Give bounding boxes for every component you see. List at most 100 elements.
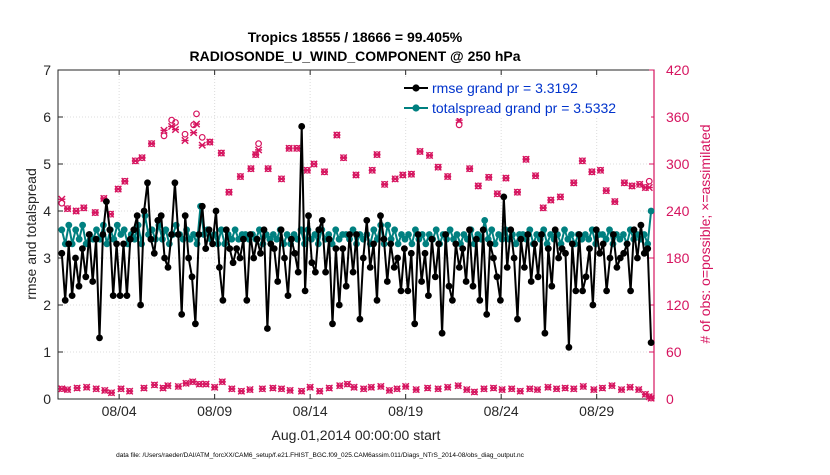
totalspread-point xyxy=(79,221,86,229)
rmse-point xyxy=(222,226,230,234)
obs-low-assimilated-marker xyxy=(182,379,190,388)
rmse-point xyxy=(603,287,610,295)
totalspread-point xyxy=(93,226,100,234)
rmse-point xyxy=(130,226,138,234)
x-tick-label: 08/04 xyxy=(102,403,137,419)
obs-low-assimilated-marker xyxy=(188,378,197,386)
left-tick-label: 7 xyxy=(43,62,51,78)
obs-low-assimilated-marker xyxy=(507,385,516,393)
obs-assimilated-marker xyxy=(80,204,88,212)
legend-box xyxy=(398,78,651,118)
rmse-point xyxy=(116,292,124,299)
rmse-point xyxy=(418,278,425,285)
obs-assimilated-marker xyxy=(285,144,293,153)
legend-rmse-marker xyxy=(412,84,420,92)
rmse-point xyxy=(623,240,631,248)
totalspread-point xyxy=(283,231,291,238)
rmse-point xyxy=(387,240,395,248)
obs-low-assimilated-marker xyxy=(617,385,626,394)
obs-assimilated-marker xyxy=(247,165,255,173)
chart-title-line2: RADIOSONDE_U_WIND_COMPONENT @ 250 hPa xyxy=(189,48,520,64)
rmse-point xyxy=(209,240,217,248)
rmse-point xyxy=(85,231,93,238)
rmse-point xyxy=(637,221,645,229)
obs-low-assimilated-marker xyxy=(73,384,81,392)
obs-low-assimilated-marker xyxy=(101,386,109,395)
rmse-point xyxy=(181,212,189,220)
right-tick-label: 60 xyxy=(666,344,682,360)
obs-possible-marker xyxy=(181,130,189,138)
rmse-point xyxy=(486,240,494,248)
rmse-point xyxy=(65,240,73,248)
obs-possible-marker xyxy=(198,133,206,141)
totalspread-point xyxy=(401,235,409,243)
rmse-point xyxy=(459,245,467,253)
rmse-point xyxy=(592,226,600,234)
rmse-point xyxy=(377,212,384,220)
obs-low-assimilated-marker xyxy=(359,385,368,393)
obs-assimilated-marker xyxy=(192,120,201,128)
right-tick-label: 360 xyxy=(666,109,690,125)
obs-assimilated-marker xyxy=(407,170,416,178)
totalspread-point xyxy=(460,231,468,238)
rmse-point xyxy=(284,292,292,299)
rmse-point xyxy=(229,259,237,267)
rmse-point xyxy=(568,240,576,248)
rmse-point xyxy=(103,198,110,206)
obs-assimilated-marker xyxy=(131,157,140,165)
obs-low-assimilated-marker xyxy=(246,385,254,394)
obs-low-assimilated-marker xyxy=(367,383,375,391)
obs-assimilated-marker xyxy=(602,186,610,195)
obs-assimilated-marker xyxy=(539,204,547,212)
rmse-point xyxy=(161,254,169,262)
rmse-point xyxy=(315,226,323,234)
rmse-point xyxy=(521,264,528,271)
rmse-point xyxy=(198,202,206,210)
rmse-point xyxy=(202,245,210,253)
obs-low-assimilated-marker xyxy=(608,381,616,390)
rmse-point xyxy=(277,226,285,234)
obs-assimilated-marker xyxy=(181,136,189,145)
obs-low-assimilated-marker xyxy=(385,386,394,395)
rmse-point xyxy=(332,245,340,253)
totalspread-point xyxy=(647,207,655,215)
obs-low-assimilated-marker xyxy=(570,385,578,393)
rmse-point xyxy=(243,296,251,304)
obs-assimilated-marker xyxy=(474,182,482,190)
totalspread-point xyxy=(228,235,236,243)
obs-assimilated-marker xyxy=(352,171,360,179)
obs-low-assimilated-marker xyxy=(463,385,471,394)
left-axis-label: rmse and totalspread xyxy=(23,168,39,300)
obs-assimilated-marker xyxy=(252,150,260,159)
obs-assimilated-marker xyxy=(189,128,198,137)
rmse-point xyxy=(473,235,480,243)
rmse-point xyxy=(294,268,302,276)
obs-low-assimilated-marker xyxy=(412,385,420,394)
x-axis-label: Aug.01,2014 00:00:00 start xyxy=(272,427,441,443)
rmse-point xyxy=(192,320,199,328)
obs-possible-marker xyxy=(255,140,262,148)
obs-count-markers xyxy=(58,110,655,402)
obs-possible-marker xyxy=(645,177,653,185)
totalspread-point xyxy=(533,231,541,238)
obs-low-assimilated-marker xyxy=(350,383,358,391)
right-tick-label: 180 xyxy=(666,250,690,266)
rmse-point xyxy=(565,343,573,351)
rmse-point xyxy=(610,231,617,238)
rmse-point xyxy=(301,287,309,295)
obs-low-assimilated-marker xyxy=(343,380,352,388)
obs-assimilated-marker xyxy=(63,204,72,213)
x-tick-label: 08/09 xyxy=(197,403,232,419)
obs-assimilated-marker xyxy=(596,166,605,174)
legend: rmse grand pr = 3.3192 totalspread grand… xyxy=(398,78,651,118)
rmse-point xyxy=(363,217,371,224)
obs-low-assimilated-marker xyxy=(277,385,286,393)
obs-low-assimilated-marker xyxy=(552,385,561,393)
rmse-point xyxy=(483,311,491,318)
rmse-point xyxy=(370,240,377,248)
left-tick-label: 3 xyxy=(43,250,51,266)
rmse-point xyxy=(490,254,497,262)
rmse-point xyxy=(421,249,429,257)
rmse-point xyxy=(620,249,628,257)
rmse-point xyxy=(253,235,261,243)
